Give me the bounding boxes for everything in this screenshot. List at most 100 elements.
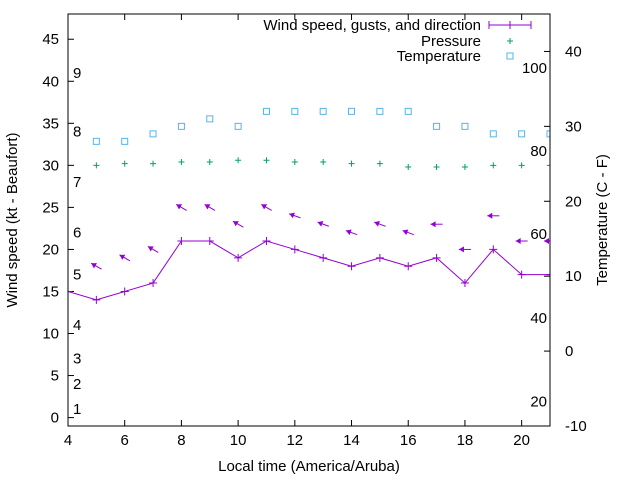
legend-sample-marker (488, 21, 532, 29)
wind-speed-point (68, 287, 72, 296)
wind-direction-arrow (487, 212, 500, 219)
wind-direction-arrow (232, 220, 244, 228)
wind-direction-head (204, 204, 211, 210)
pressure-point (178, 158, 185, 165)
x-tick-label: 10 (230, 432, 247, 449)
beaufort-label: 3 (73, 351, 81, 368)
wind-direction-arrow (515, 238, 528, 245)
y-axis-title: Wind speed (kt - Beaufort) (4, 132, 21, 307)
wind-speed-point (546, 270, 550, 279)
wind-direction-arrow (261, 203, 272, 211)
x-tick-label: 18 (457, 432, 474, 449)
beaufort-label: 4 (73, 317, 81, 334)
wind-speed-point (177, 237, 186, 246)
temperature-point (404, 107, 412, 115)
temperature-point (291, 107, 299, 115)
beaufort-label: 5 (73, 267, 81, 284)
data-layer (68, 107, 550, 304)
pressure-point (121, 160, 128, 167)
wind-direction-arrow (119, 254, 131, 262)
wind-direction-arrow (430, 221, 443, 228)
fahrenheit-label: 20 (530, 393, 547, 410)
y2-tick-label: -10 (565, 418, 587, 435)
wind-direction-head (147, 246, 154, 252)
y2-tick-label: 20 (565, 193, 582, 210)
legend-label: Pressure (421, 33, 481, 50)
pressure-point (433, 164, 440, 171)
beaufort-label: 8 (73, 124, 81, 141)
beaufort-label: 6 (73, 225, 81, 242)
wind-direction-head (261, 204, 268, 210)
clipped-data (68, 107, 550, 304)
x-tick-label: 12 (286, 432, 303, 449)
wind-speed-point (347, 262, 356, 271)
wind-direction-head (544, 238, 549, 245)
wind-speed-point (262, 237, 271, 246)
x-axis-title: Local time (America/Aruba) (218, 458, 400, 475)
wind-speed-point (319, 253, 328, 262)
y-tick-label: 5 (51, 368, 59, 385)
pressure-point (291, 158, 298, 165)
plot-frame (67, 13, 551, 427)
wind-speed-point (92, 295, 101, 304)
x-tick-label: 20 (513, 432, 530, 449)
wind-speed-point (517, 270, 526, 279)
temperature-point (92, 137, 100, 145)
fahrenheit-label: 60 (530, 226, 547, 243)
x-tick-label: 6 (121, 432, 129, 449)
wind-direction-head (232, 221, 239, 227)
y-tick-label: 15 (42, 283, 59, 300)
legend-sample-marker (506, 52, 514, 60)
y-tick-label: 45 (42, 31, 59, 48)
fahrenheit-label: 40 (530, 310, 547, 327)
wind-direction-arrow (90, 262, 102, 270)
beaufort-label: 2 (73, 376, 81, 393)
wind-direction-arrow (544, 238, 550, 245)
y-tick-label: 40 (42, 73, 59, 90)
y-tick-label: 0 (51, 410, 59, 427)
wind-direction-arrow (175, 203, 187, 211)
temperature-point (234, 122, 242, 130)
temperature-point (489, 130, 497, 138)
wind-direction-head (430, 221, 436, 228)
y-tick-label: 20 (42, 241, 59, 258)
temperature-point (262, 107, 270, 115)
y-tick-label: 10 (42, 326, 59, 343)
y2-axis-title: Temperature (C - F) (594, 154, 611, 286)
wind-speed-point (290, 245, 299, 254)
legend-label: Wind speed, gusts, and direction (263, 17, 481, 34)
temperature-point (348, 107, 356, 115)
wind-direction-arrow (374, 221, 386, 227)
wind-speed-point (205, 237, 214, 246)
wind-direction-head (345, 229, 352, 236)
temperature-point (433, 122, 441, 130)
pressure-point (263, 157, 270, 164)
pressure-point (206, 158, 213, 165)
legend: Wind speed, gusts, and directionPressure… (263, 17, 532, 65)
fahrenheit-label: 80 (530, 143, 547, 160)
wind-direction-arrow (147, 245, 159, 253)
wind-speed-point (120, 287, 129, 296)
y-tick-label: 25 (42, 199, 59, 216)
temperature-point (149, 130, 157, 138)
beaufort-label: 7 (73, 174, 81, 191)
temperature-point (546, 130, 550, 138)
beaufort-label: 9 (73, 65, 81, 82)
legend-sample-marker (507, 38, 513, 44)
wind-direction-head (289, 212, 295, 219)
wind-direction-arrow (458, 246, 471, 253)
pressure-point (376, 160, 383, 167)
y2-tick-label: 10 (565, 268, 582, 285)
legend-label: Temperature (397, 48, 481, 65)
wind-speed-point (432, 253, 441, 262)
wind-speed-point (460, 279, 469, 288)
wind-direction-arrow (402, 229, 415, 236)
wind-speed-line (68, 240, 550, 301)
wind-direction-head (119, 254, 126, 260)
y-tick-label: 35 (42, 115, 59, 132)
pressure-point (320, 158, 327, 165)
wind-direction-head (176, 204, 183, 210)
pressure-point (490, 162, 497, 169)
wind-speed-point (149, 279, 158, 288)
